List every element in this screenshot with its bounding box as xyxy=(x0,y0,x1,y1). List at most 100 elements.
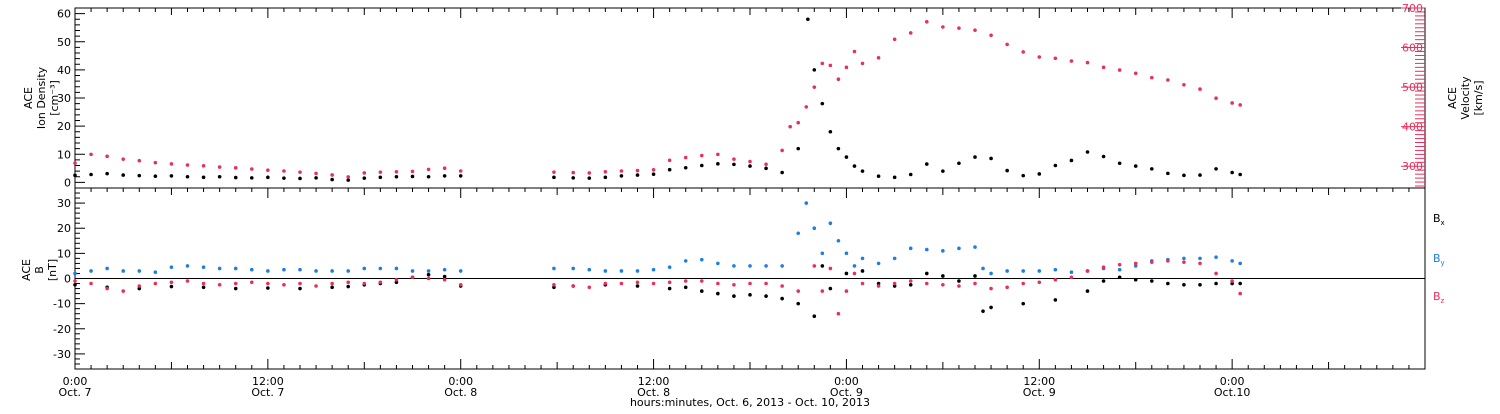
data-point-ion-density xyxy=(233,175,238,180)
data-point-velocity xyxy=(667,158,672,163)
data-point-bz xyxy=(346,280,351,285)
data-point-by xyxy=(105,266,109,271)
data-point-velocity xyxy=(1117,68,1122,72)
data-point-bz xyxy=(201,281,206,286)
data-point-bx xyxy=(1085,289,1090,293)
x-axis xyxy=(74,8,1426,369)
data-point-ion-density xyxy=(1149,167,1154,171)
data-point-by xyxy=(716,261,720,266)
data-point-velocity xyxy=(201,164,206,168)
top-left-axis: 0 10 20 30 40 50 60 xyxy=(57,8,85,189)
data-point-bz xyxy=(1214,271,1218,276)
bottom-left-tick-label: 10 xyxy=(57,247,71,260)
data-point-velocity xyxy=(330,173,334,177)
data-point-bx xyxy=(683,285,688,290)
data-point-ion-density xyxy=(298,176,302,181)
data-point-ion-density xyxy=(812,68,817,72)
data-point-by xyxy=(836,238,841,243)
data-point-by xyxy=(780,264,784,268)
data-point-ion-density xyxy=(201,175,206,180)
data-point-ion-density xyxy=(780,170,784,175)
data-point-bz xyxy=(651,281,656,286)
data-point-bx xyxy=(1053,298,1058,302)
data-point-bz xyxy=(105,286,109,291)
data-point-bx xyxy=(667,286,672,291)
data-point-ion-density xyxy=(1198,173,1202,177)
data-point-velocity xyxy=(298,170,302,174)
data-point-velocity xyxy=(282,169,286,173)
data-point-velocity xyxy=(1133,71,1138,76)
x-tick-label-date: Oct. 7 xyxy=(58,386,91,399)
data-point-by xyxy=(619,269,624,273)
data-point-bz xyxy=(828,266,833,271)
data-point-bz xyxy=(619,281,624,286)
data-point-by xyxy=(378,266,383,271)
data-point-bz xyxy=(812,264,817,268)
data-point-bz xyxy=(185,279,190,283)
data-point-bx xyxy=(346,284,351,289)
data-point-ion-density xyxy=(552,175,556,180)
data-point-bx xyxy=(796,301,801,306)
data-point-by xyxy=(121,269,126,273)
data-point-bz xyxy=(282,282,286,287)
data-point-bz xyxy=(410,275,415,280)
top-right-tick-label: 300 xyxy=(1402,160,1423,173)
data-point-by xyxy=(941,249,945,253)
data-point-ion-density xyxy=(619,174,624,178)
x-tick-label-date: Oct. 8 xyxy=(444,386,477,399)
data-point-by xyxy=(346,269,351,273)
data-point-bx xyxy=(860,269,865,273)
data-point-ion-density xyxy=(860,169,865,173)
data-point-velocity xyxy=(941,25,945,29)
data-point-velocity xyxy=(571,170,576,175)
data-point-bz xyxy=(394,277,399,282)
data-point-velocity xyxy=(1214,96,1218,100)
data-point-bz xyxy=(667,280,672,285)
data-point-velocity xyxy=(1182,82,1186,87)
data-point-by xyxy=(201,265,206,269)
x-tick-label-date: Oct. 9 xyxy=(830,386,863,399)
data-point-bz xyxy=(137,284,142,288)
data-point-bx xyxy=(981,309,985,313)
top-ylabel-line2: Ion Density xyxy=(35,66,48,129)
x-tick-label-time: 12:00 xyxy=(1023,375,1055,388)
data-point-by xyxy=(828,221,833,225)
bottom-left-tick-label: -30 xyxy=(53,348,71,361)
data-point-ion-density xyxy=(732,162,736,167)
data-point-by xyxy=(571,266,576,271)
data-point-by xyxy=(876,261,881,266)
bottom-ylabel-line1: ACE xyxy=(20,259,33,281)
data-point-bz xyxy=(683,279,688,283)
data-point-bx xyxy=(812,314,817,319)
data-point-bx xyxy=(892,284,897,288)
data-point-by xyxy=(732,264,736,268)
data-point-velocity xyxy=(249,167,254,171)
data-point-ion-density xyxy=(282,176,286,180)
x-tick-label-time: 0:00 xyxy=(834,375,859,388)
data-point-bz xyxy=(796,289,801,293)
data-point-velocity xyxy=(957,26,961,30)
data-point-ion-density xyxy=(1085,150,1090,154)
top-ylabel-line1: ACE xyxy=(22,87,35,109)
data-point-ion-density xyxy=(1037,172,1042,176)
top-left-tick-label: 30 xyxy=(57,92,71,105)
data-point-bz xyxy=(314,284,318,288)
data-point-velocity xyxy=(1149,75,1154,80)
data-point-by xyxy=(587,267,592,272)
data-point-velocity xyxy=(844,65,849,70)
data-point-by xyxy=(442,267,447,272)
data-point-velocity xyxy=(105,154,109,159)
data-point-bx xyxy=(924,271,929,276)
data-point-ion-density xyxy=(836,146,841,151)
data-point-bz xyxy=(1037,280,1042,285)
data-point-bz xyxy=(1005,285,1009,290)
data-point-velocity xyxy=(121,157,126,161)
data-point-ion-density xyxy=(957,161,961,166)
data-point-by xyxy=(137,269,142,273)
data-point-bz xyxy=(362,281,367,286)
data-point-bz xyxy=(1166,259,1170,263)
data-point-by xyxy=(973,245,977,249)
data-point-by xyxy=(667,265,672,269)
data-point-velocity xyxy=(748,159,752,164)
data-point-bx xyxy=(780,296,784,301)
